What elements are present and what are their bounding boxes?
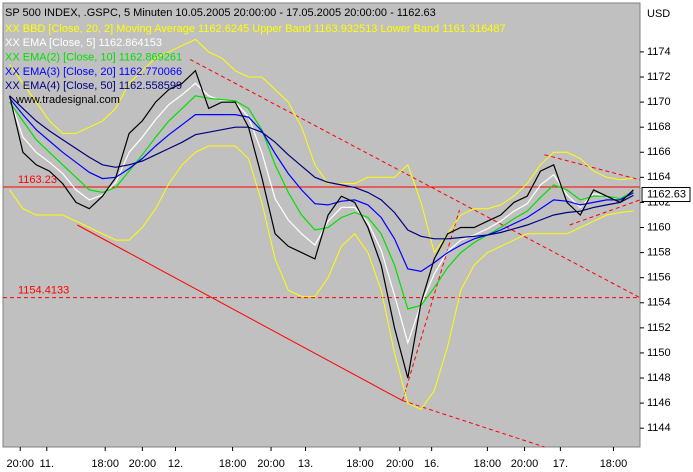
last-price-box [641, 187, 691, 203]
y-tick-label: 1170 [647, 96, 671, 108]
legend-entry: XX EMA [Close, 5] 1162.864153 [5, 37, 162, 49]
y-tick-label: 1166 [647, 146, 671, 158]
legend-entry: XX EMA(2) [Close, 10] 1162.869261 [5, 52, 182, 64]
series-line [9, 69, 634, 379]
legend-entry: XX BBD [Close, 20, 2] Moving Average 116… [5, 23, 506, 35]
x-tick-label: 13. [298, 458, 313, 470]
watermark: www.tradesignal.com [15, 94, 120, 106]
x-tick-label: 20:00 [511, 458, 539, 470]
x-tick-label: 12. [168, 458, 183, 470]
y-tick-label: 1154 [647, 297, 671, 309]
y-tick-label: 1172 [647, 71, 671, 83]
y-tick-label: 1146 [647, 397, 671, 409]
y-tick-label: 1174 [647, 46, 671, 58]
y-axis-unit: USD [647, 8, 670, 20]
x-tick-label: 16. [424, 458, 439, 470]
x-tick-label: 18:00 [346, 458, 374, 470]
series-line [9, 95, 634, 240]
y-tick-label: 1152 [647, 322, 671, 334]
y-tick-label: 1168 [647, 121, 671, 133]
x-tick-label: 18:00 [219, 458, 247, 470]
trendline [544, 154, 641, 181]
series-line [9, 97, 634, 273]
y-tick-label: 1148 [647, 372, 671, 384]
x-tick-label: 17. [553, 458, 568, 470]
x-tick-label: 20:00 [257, 458, 285, 470]
series-line [9, 82, 634, 345]
horizontal-line-label: 1163.23 [18, 174, 57, 186]
legend-entry: XX EMA(3) [Close, 20] 1162.770066 [5, 66, 182, 78]
trendline [401, 209, 460, 401]
x-tick-label: 18:00 [600, 458, 628, 470]
trendline [77, 224, 403, 402]
trendline [402, 400, 545, 448]
horizontal-line-label: 1154.4133 [18, 284, 69, 296]
chart-title: SP 500 INDEX, .GSPC, 5 Minuten 10.05.200… [5, 7, 436, 19]
x-tick-label: 18:00 [474, 458, 502, 470]
y-tick-label: 1156 [647, 272, 671, 284]
trendline [189, 58, 641, 299]
x-tick-label: 20:00 [129, 458, 157, 470]
x-tick-label: 20:00 [6, 458, 34, 470]
y-tick-label: 1150 [647, 347, 671, 359]
legend-entry: XX EMA(4) [Close, 50] 1162.558599 [5, 80, 182, 92]
x-tick-label: 11. [40, 458, 54, 470]
x-tick-label: 20:00 [386, 458, 414, 470]
y-tick-label: 1164 [647, 171, 671, 183]
y-tick-label: 1144 [647, 422, 671, 434]
series-line [9, 95, 634, 310]
band-lower [9, 145, 634, 411]
trendline [569, 199, 641, 226]
y-tick-label: 1158 [647, 246, 671, 258]
x-tick-label: 18:00 [91, 458, 119, 470]
band-upper [9, 38, 634, 254]
plot-area [2, 2, 641, 448]
y-tick-label: 1160 [647, 221, 671, 233]
last-price-label: 1162.63 [647, 188, 686, 200]
